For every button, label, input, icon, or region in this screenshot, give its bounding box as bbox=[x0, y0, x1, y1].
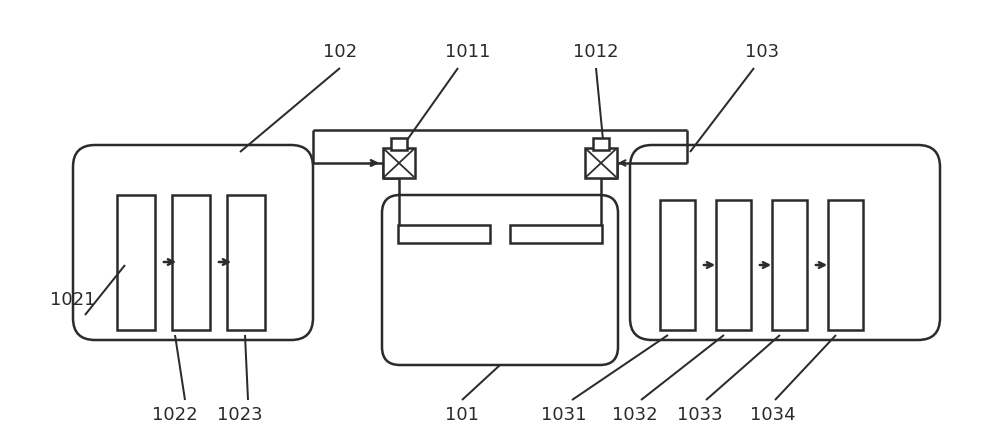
Bar bbox=[772, 200, 807, 330]
Text: 1023: 1023 bbox=[217, 406, 263, 424]
FancyBboxPatch shape bbox=[630, 145, 940, 340]
Text: 1022: 1022 bbox=[152, 406, 198, 424]
Text: 1012: 1012 bbox=[573, 43, 619, 61]
Bar bbox=[391, 138, 407, 150]
Text: 1021: 1021 bbox=[50, 291, 96, 309]
Text: 1032: 1032 bbox=[612, 406, 658, 424]
Bar bbox=[593, 138, 609, 150]
Bar bbox=[828, 200, 863, 330]
Text: 1033: 1033 bbox=[677, 406, 723, 424]
Text: 1031: 1031 bbox=[541, 406, 587, 424]
Bar bbox=[227, 195, 265, 330]
Text: 101: 101 bbox=[445, 406, 479, 424]
Text: 1011: 1011 bbox=[445, 43, 491, 61]
Text: 102: 102 bbox=[323, 43, 357, 61]
Bar bbox=[510, 225, 602, 243]
Text: 1034: 1034 bbox=[750, 406, 796, 424]
Bar bbox=[172, 195, 210, 330]
Bar bbox=[585, 148, 617, 178]
Bar bbox=[716, 200, 751, 330]
Bar bbox=[660, 200, 695, 330]
Bar bbox=[117, 195, 155, 330]
Bar bbox=[398, 225, 490, 243]
FancyBboxPatch shape bbox=[382, 195, 618, 365]
Bar bbox=[383, 148, 415, 178]
Text: 103: 103 bbox=[745, 43, 779, 61]
FancyBboxPatch shape bbox=[73, 145, 313, 340]
